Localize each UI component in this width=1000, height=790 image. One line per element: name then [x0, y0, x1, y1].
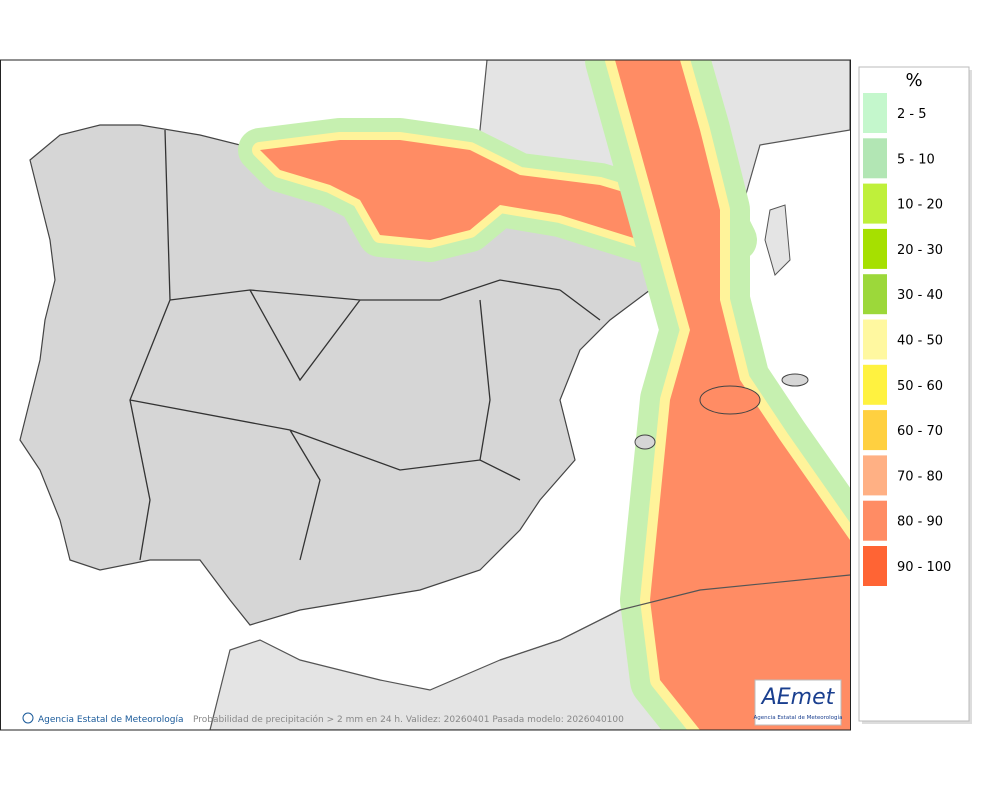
legend-label: 50 - 60	[897, 379, 943, 394]
legend-swatch	[863, 410, 887, 451]
africa-coast	[499, 574, 850, 661]
menorca	[781, 373, 809, 387]
legend-label: 70 - 80	[897, 469, 943, 484]
ibiza	[634, 434, 656, 450]
legend-label: 80 - 90	[897, 515, 943, 530]
legend-label: 2 - 5	[897, 107, 927, 122]
legend-title: %	[905, 70, 922, 91]
legend-swatch	[863, 364, 887, 405]
map: AEmet Agencia Estatal de Meteorología Ag…	[1, 60, 850, 730]
legend-label: 40 - 50	[897, 334, 943, 349]
legend: % 2 - 5 5 - 10 10 - 20 20 - 30 30 - 40 40 - 5…	[863, 70, 951, 586]
footer-caption: Probabilidad de precipitación > 2 mm en …	[193, 714, 624, 725]
legend-swatch	[863, 500, 887, 541]
footer-credit: Agencia Estatal de Meteorología	[38, 715, 184, 725]
corsica	[764, 204, 791, 276]
legend-swatch	[863, 455, 887, 496]
legend-swatch	[863, 138, 887, 179]
logo-subtitle: Agencia Estatal de Meteorología	[754, 714, 843, 721]
map-frame	[0, 59, 851, 731]
legend-label: 20 - 30	[897, 243, 943, 258]
legend-swatch	[863, 546, 887, 586]
legend-label: 90 - 100	[897, 560, 951, 575]
legend-label: 10 - 20	[897, 198, 943, 213]
legend-swatch	[863, 93, 887, 133]
copyright-icon	[22, 712, 34, 724]
legend-label: 60 - 70	[897, 424, 943, 439]
legend-swatch	[863, 183, 887, 224]
legend-swatch	[863, 319, 887, 360]
legend-swatch	[863, 274, 887, 315]
legend-label: 30 - 40	[897, 288, 943, 303]
borders	[129, 129, 601, 561]
legend-swatch	[863, 228, 887, 269]
logo-text: AEmet	[760, 685, 836, 710]
mallorca	[699, 385, 761, 415]
logo-box	[754, 679, 842, 726]
legend-label: 5 - 10	[897, 152, 935, 167]
